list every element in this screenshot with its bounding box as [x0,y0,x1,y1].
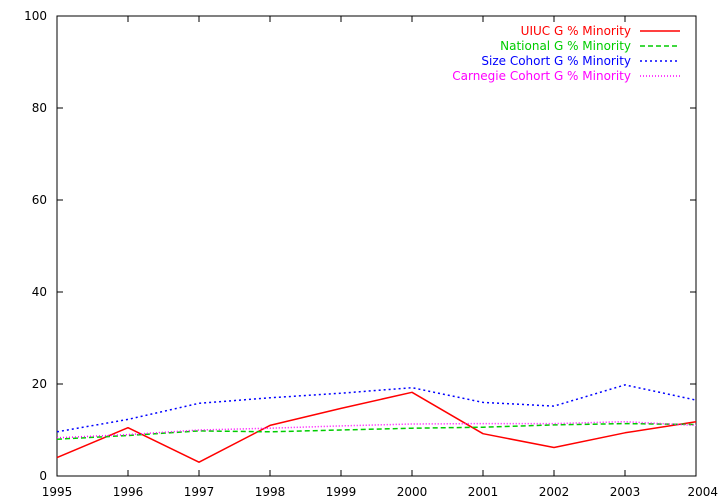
y-tick-label: 20 [32,377,47,391]
x-tick-label: 1997 [184,485,215,499]
x-tick-label: 1996 [113,485,144,499]
y-tick-label: 60 [32,193,47,207]
series-line-3 [56,384,697,433]
legend-label-4: Carnegie Cohort G % Minority [452,69,631,83]
legend-label-2: National G % Minority [500,39,631,53]
y-tick-label: 40 [32,285,47,299]
plot-frame [56,15,697,477]
y-tick-label: 0 [39,469,47,483]
legend-label-3: Size Cohort G % Minority [481,54,631,68]
y-tick-label: 80 [32,101,47,115]
series-line-2 [56,422,697,440]
series-lines [56,384,697,463]
x-tick-label: 2002 [539,485,570,499]
x-tick-label: 2003 [610,485,641,499]
series-line-1 [56,391,697,463]
axes: 0 20 40 60 80 100 1995 1996 1997 1998 1999 2000 2001… [24,9,718,499]
x-tick-label: 2000 [397,485,428,499]
y-tick-label: 100 [24,9,47,23]
series-line-4 [56,420,697,439]
x-tick-label: 1995 [42,485,73,499]
x-tick-label: 1999 [326,485,357,499]
x-tick-label: 1998 [255,485,286,499]
legend-label-1: UIUC G % Minority [521,24,631,38]
x-tick-label: 2004 [687,485,718,499]
x-tick-label: 2001 [468,485,499,499]
